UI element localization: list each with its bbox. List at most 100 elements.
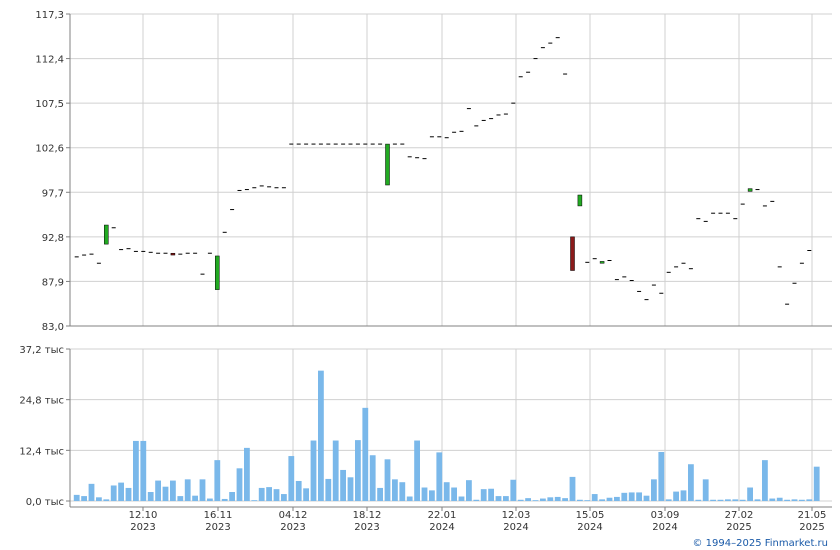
- x-tick-year: 2025: [799, 522, 824, 533]
- volume-bar: [488, 488, 494, 501]
- volume-bar: [273, 489, 280, 501]
- volume-bar: [695, 499, 702, 501]
- volume-bar: [628, 492, 635, 501]
- volume-bar: [258, 487, 265, 501]
- volume-bar: [665, 499, 672, 501]
- volume-bar: [554, 496, 561, 501]
- x-tick-date: 04.12: [279, 510, 308, 521]
- volume-bar: [762, 460, 768, 501]
- volume-bar: [81, 496, 87, 501]
- x-tick-date: 15.05: [576, 510, 605, 521]
- x-tick-year: 2023: [280, 522, 305, 533]
- volume-bar: [73, 494, 80, 501]
- volume-bar: [510, 479, 517, 501]
- x-tick-date: 03.09: [651, 510, 680, 521]
- volume-bar: [443, 482, 450, 501]
- volume-bar: [562, 498, 568, 501]
- volume-bar: [702, 479, 709, 501]
- volume-bar: [458, 496, 465, 501]
- volume-bar: [362, 407, 369, 501]
- price-tick-label: 112,4: [35, 55, 64, 66]
- volume-bar: [688, 464, 694, 501]
- volume-bar: [577, 499, 583, 501]
- volume-tick-label: 37,2 тыс: [19, 345, 64, 356]
- volume-bar: [369, 455, 376, 501]
- volume-bar: [140, 440, 147, 501]
- volume-bar: [525, 498, 531, 501]
- volume-bar: [125, 487, 132, 501]
- volume-bar: [658, 451, 665, 501]
- volume-bar: [717, 499, 724, 501]
- candle: [104, 224, 109, 245]
- volume-bar: [332, 440, 339, 501]
- volume-bar: [791, 499, 798, 501]
- candle: [747, 188, 753, 192]
- volume-tick-label: 0,0 тыс: [26, 497, 64, 508]
- volume-bar: [147, 492, 154, 501]
- volume-bar: [133, 440, 139, 501]
- x-tick-year: 2023: [130, 522, 155, 533]
- x-tick-year: 2023: [205, 522, 230, 533]
- volume-bar: [244, 447, 250, 501]
- volume-bar: [118, 482, 124, 501]
- x-tick-date: 12.10: [129, 510, 158, 521]
- volume-bar: [340, 469, 346, 501]
- volume-bar: [651, 479, 657, 501]
- volume-bar: [680, 490, 687, 501]
- volume-bar: [451, 487, 457, 501]
- price-y-axis: 117,3 112,4 107,5 102,6 97,7 92,8 87,9 83,0: [35, 10, 832, 333]
- candle: [170, 252, 176, 256]
- x-tick-year: 2025: [726, 522, 751, 533]
- volume-bar: [636, 492, 642, 501]
- x-tick-year: 2024: [652, 522, 677, 533]
- x-axis: 12.10202316.11202304.12202318.12202322.0…: [70, 506, 832, 533]
- copyright-text: © 1994–2025 Finmarket.ru: [692, 538, 828, 549]
- price-grid: [70, 13, 832, 327]
- volume-bar: [347, 477, 354, 501]
- volume-bar: [266, 487, 272, 501]
- volume-bar: [591, 494, 598, 501]
- x-tick-year: 2024: [429, 522, 454, 533]
- candle: [599, 261, 605, 264]
- volume-bar: [429, 490, 435, 501]
- candle: [385, 143, 390, 186]
- price-tick-label: 117,3: [35, 10, 64, 21]
- volume-bar: [673, 491, 679, 501]
- volume-bar: [436, 452, 443, 501]
- volume-bar: [584, 500, 591, 501]
- volume-bar: [503, 496, 509, 501]
- volume-bar: [621, 492, 628, 501]
- volume-bar: [776, 497, 783, 501]
- volume-bars: [73, 370, 820, 501]
- x-tick-date: 16.11: [204, 510, 233, 521]
- volume-bar: [399, 482, 406, 501]
- volume-bar: [495, 496, 502, 501]
- volume-bar: [747, 487, 753, 501]
- volume-bar: [221, 498, 228, 501]
- volume-bar: [229, 492, 235, 501]
- volume-bar: [725, 499, 731, 501]
- x-tick-date: 27.02: [725, 510, 754, 521]
- volume-bar: [377, 487, 383, 501]
- volume-bar: [599, 499, 605, 501]
- volume-bar: [739, 499, 746, 501]
- volume-bar: [155, 480, 161, 501]
- volume-bar: [406, 496, 413, 501]
- volume-bar: [303, 488, 309, 501]
- volume-bar: [392, 479, 398, 501]
- volume-y-axis: 37,2 тыс 24,8 тыс 12,4 тыс 0,0 тыс: [19, 345, 71, 508]
- volume-bar: [192, 495, 198, 501]
- volume-bar: [813, 466, 820, 501]
- volume-bar: [110, 485, 117, 501]
- x-tick-date: 18.12: [353, 510, 382, 521]
- candle: [215, 255, 220, 290]
- volume-bar: [103, 499, 110, 501]
- volume-bar: [310, 440, 317, 501]
- volume-bar: [643, 495, 650, 501]
- volume-bar: [540, 498, 546, 501]
- volume-bar: [184, 479, 191, 501]
- volume-bar: [96, 497, 102, 501]
- volume-bar: [421, 487, 428, 501]
- price-tick-label: 92,8: [42, 233, 64, 244]
- x-tick-date: 21.05: [798, 510, 827, 521]
